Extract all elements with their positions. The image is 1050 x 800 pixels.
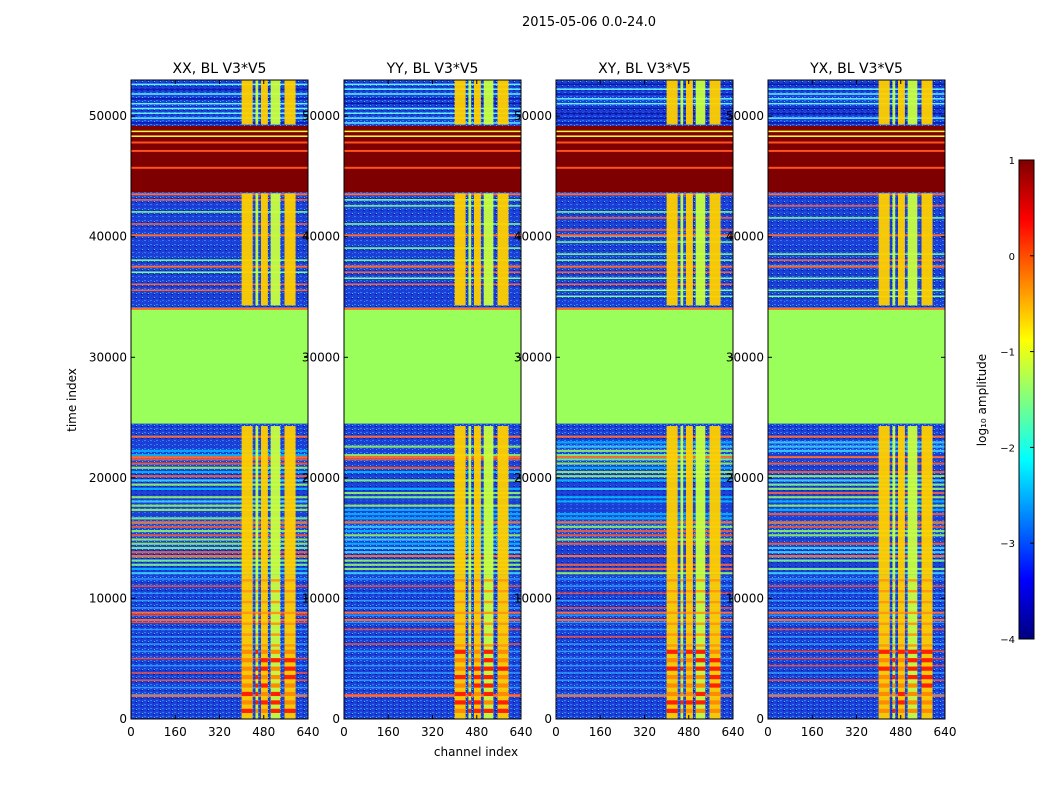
y-tick-label: 30000 <box>514 350 552 364</box>
y-tick-label: 20000 <box>514 471 552 485</box>
x-tick-label: 640 <box>722 725 745 739</box>
heatmap-image <box>131 80 308 719</box>
panel-title: YX, BL V3*V5 <box>809 61 903 77</box>
y-tick-label: 10000 <box>514 591 552 605</box>
heatmap-panel-1: XX, BL V3*V5 0 160 320 480 640 0 10000 20000 3000… <box>89 61 320 739</box>
x-tick-label: 160 <box>801 725 824 739</box>
y-tick-label: 30000 <box>726 350 764 364</box>
y-tick-label: 40000 <box>89 230 127 244</box>
y-tick-label: 50000 <box>89 109 127 123</box>
x-tick-label: 480 <box>889 725 912 739</box>
y-tick-label: 40000 <box>302 230 340 244</box>
y-tick-label: 40000 <box>726 230 764 244</box>
colorbar-tick-label: 0 <box>1009 252 1015 263</box>
y-tick-label: 0 <box>756 712 764 726</box>
y-tick-label: 40000 <box>514 230 552 244</box>
colorbar-tick-label: 1 <box>1009 156 1015 167</box>
panel-title: YY, BL V3*V5 <box>386 61 479 77</box>
y-tick-label: 30000 <box>89 350 127 364</box>
x-tick-label: 0 <box>764 725 772 739</box>
colorbar-gradient <box>1019 160 1034 639</box>
heatmap-image <box>344 80 521 719</box>
x-tick-label: 640 <box>934 725 957 739</box>
x-tick-label: 160 <box>377 725 400 739</box>
x-tick-label: 0 <box>552 725 560 739</box>
x-tick-label: 480 <box>465 725 488 739</box>
x-tick-label: 320 <box>421 725 444 739</box>
x-tick-label: 0 <box>340 725 348 739</box>
heatmap-panel-2: YY, BL V3*V5 0 160 320 480 640 0 10000 20000 3000… <box>302 61 533 739</box>
panel-title: XX, BL V3*V5 <box>173 61 267 77</box>
x-axis-label: channel index <box>434 745 518 759</box>
y-tick-label: 10000 <box>89 591 127 605</box>
x-tick-label: 160 <box>589 725 612 739</box>
heatmap-image <box>768 80 945 719</box>
y-tick-label: 20000 <box>302 471 340 485</box>
x-tick-label: 320 <box>208 725 231 739</box>
x-tick-label: 0 <box>127 725 135 739</box>
x-tick-label: 640 <box>510 725 533 739</box>
colorbar-tick-label: −4 <box>1000 635 1015 646</box>
heatmap-image <box>556 80 733 719</box>
y-tick-label: 0 <box>332 712 340 726</box>
y-tick-label: 30000 <box>302 350 340 364</box>
colorbar-label: log₁₀ amplitude <box>975 354 989 446</box>
y-tick-label: 20000 <box>89 471 127 485</box>
x-tick-label: 320 <box>633 725 656 739</box>
y-axis-label: time index <box>65 368 79 432</box>
figure-suptitle: 2015-05-06 0.0-24.0 <box>522 15 656 30</box>
colorbar-tick-label: −1 <box>1000 348 1015 359</box>
colorbar: 1 0 −1 −2 −3 −4 log₁₀ amplitude <box>975 156 1034 646</box>
x-tick-label: 480 <box>677 725 700 739</box>
x-tick-label: 160 <box>164 725 187 739</box>
y-tick-label: 10000 <box>302 591 340 605</box>
y-tick-label: 0 <box>544 712 552 726</box>
heatmap-panel-3: XY, BL V3*V5 0 160 320 480 640 0 10000 20000 3000… <box>514 61 745 739</box>
x-tick-label: 640 <box>297 725 320 739</box>
colorbar-tick-label: −3 <box>1000 539 1015 550</box>
colorbar-tick-label: −2 <box>1000 443 1015 454</box>
y-tick-label: 20000 <box>726 471 764 485</box>
y-tick-label: 50000 <box>514 109 552 123</box>
x-tick-label: 480 <box>252 725 275 739</box>
y-tick-label: 50000 <box>726 109 764 123</box>
panel-title: XY, BL V3*V5 <box>598 61 691 77</box>
x-tick-label: 320 <box>845 725 868 739</box>
heatmap-panel-4: YX, BL V3*V5 0 160 320 480 640 0 10000 20000 3000… <box>726 61 957 739</box>
y-tick-label: 0 <box>119 712 127 726</box>
y-tick-label: 10000 <box>726 591 764 605</box>
y-tick-label: 50000 <box>302 109 340 123</box>
figure: 2015-05-06 0.0-24.0 time index channel i… <box>0 0 1050 800</box>
